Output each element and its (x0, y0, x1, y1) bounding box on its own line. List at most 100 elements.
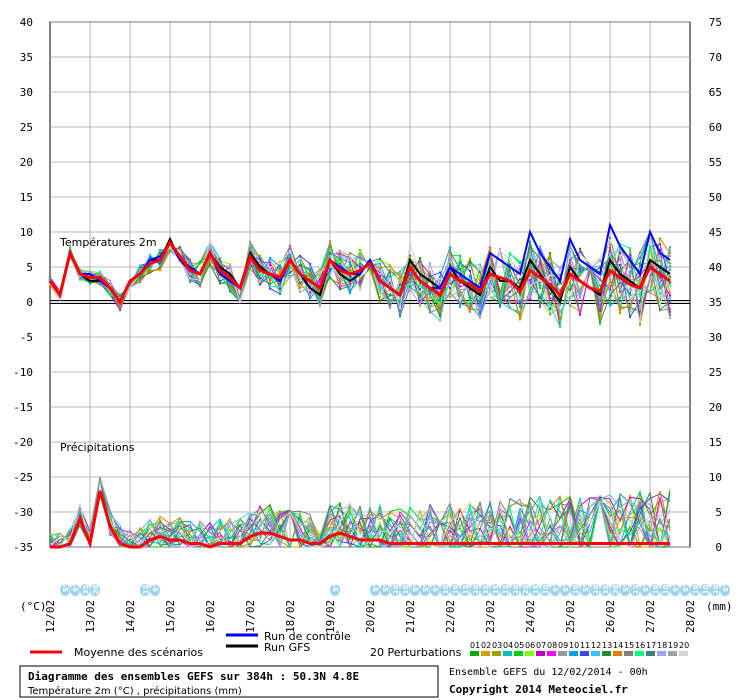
perturbation-point (348, 261, 352, 264)
perturbation-point (628, 315, 632, 318)
prob-label: 5% (422, 580, 430, 592)
perturbation-point (378, 299, 382, 302)
perturbation-point (638, 263, 642, 267)
perturbation-point (278, 285, 282, 288)
perturbation-point (478, 263, 482, 266)
legend-perturb-swatch (668, 651, 677, 656)
perturbation-point (438, 315, 442, 318)
perturbation-point (278, 262, 282, 265)
prob-label: 5% (672, 580, 680, 592)
perturbation-point (298, 290, 302, 294)
perturbation-point (518, 277, 522, 281)
perturbation-point (578, 269, 582, 273)
prob-bubble (480, 584, 490, 596)
prob-label: 5% (432, 580, 440, 592)
perturbation-precip-line (49, 489, 671, 549)
prob-label: 10% (652, 578, 660, 595)
perturbation-point (458, 268, 462, 271)
footer-title: Diagramme des ensembles GEFS sur 384h : … (28, 670, 359, 683)
x-tick-label: 16/02 (204, 600, 217, 633)
perturbation-point (258, 277, 262, 280)
perturbation-point (608, 236, 612, 239)
perturbation-point (278, 271, 282, 274)
perturbation-point (598, 321, 602, 324)
perturbation-point (228, 266, 232, 269)
legend-perturb-swatch (536, 651, 545, 656)
perturbation-point (478, 316, 482, 319)
perturbation-point (668, 297, 672, 300)
x-tick-label: 24/02 (524, 600, 537, 633)
perturbation-point (608, 278, 612, 281)
x-tick-label: 23/02 (484, 600, 497, 633)
perturbation-point (258, 280, 262, 283)
legend-perturb-number: 04 (503, 641, 513, 650)
left-tick-label: 5 (26, 261, 33, 274)
prob-bubble (510, 584, 520, 596)
perturbation-point (488, 279, 492, 282)
perturbation-point (168, 246, 172, 249)
perturbation-point (668, 294, 672, 297)
left-tick-label: 10 (20, 226, 33, 239)
perturbation-point (288, 276, 292, 279)
perturbation-point (508, 263, 512, 266)
perturbation-point (338, 285, 342, 289)
perturbation-point (448, 279, 452, 282)
perturbation-point (668, 316, 672, 320)
prob-bubble (70, 584, 80, 596)
perturbation-precip-line (49, 478, 671, 549)
perturbation-point (438, 275, 442, 278)
prob-bubble (450, 584, 460, 596)
perturbation-point (458, 292, 462, 295)
main-series-lines (48, 221, 671, 549)
x-tick-label: 18/02 (284, 600, 297, 633)
perturbation-point (648, 245, 652, 249)
perturbation-point (358, 256, 362, 260)
perturbation-point (528, 255, 532, 258)
perturbation-point (618, 263, 622, 267)
perturbation-point (528, 278, 532, 282)
perturbation-point (508, 290, 512, 294)
perturbation-point (268, 287, 272, 290)
perturbation-point (278, 290, 282, 294)
perturbation-point (578, 251, 582, 254)
perturbation-point (448, 283, 452, 287)
perturbation-point (668, 255, 672, 258)
perturbation-point (668, 268, 672, 271)
perturbation-point (448, 262, 452, 266)
perturbation-point (338, 288, 342, 291)
legend-perturb-swatch (558, 651, 567, 656)
perturbation-point (498, 249, 502, 252)
perturbation-point (338, 260, 342, 263)
prob-bubble (660, 584, 670, 596)
prob-label: 20% (522, 578, 530, 595)
perturbation-point (418, 293, 422, 297)
perturbation-point (638, 251, 642, 254)
perturbation-point (408, 256, 412, 259)
perturbation-point (548, 253, 552, 257)
perturbation-point (348, 254, 352, 257)
prob-label: 15% (142, 578, 150, 595)
prob-bubble (520, 584, 530, 596)
perturbation-point (288, 245, 292, 248)
prob-bubble (140, 584, 150, 596)
perturbation-point (548, 262, 552, 265)
prob-label: 15% (632, 578, 640, 595)
perturbation-point (328, 276, 332, 279)
perturbation-point (668, 262, 672, 265)
perturbation-point (458, 254, 462, 258)
perturbation-point (408, 281, 412, 285)
perturbation-point (268, 282, 272, 286)
perturbation-point (658, 302, 662, 306)
perturbation-point (638, 300, 642, 303)
perturbation-point (278, 283, 282, 287)
perturbation-point (638, 320, 642, 323)
x-tick-label: 15/02 (164, 600, 177, 633)
prob-label: 5% (152, 580, 160, 592)
perturbation-point (618, 311, 622, 315)
perturbation-point (188, 262, 192, 266)
perturbation-point (668, 291, 672, 294)
perturbation-point (478, 270, 482, 274)
perturbation-point (618, 302, 622, 306)
legend-perturb-swatch (624, 651, 633, 656)
prob-label: 5% (62, 580, 70, 592)
